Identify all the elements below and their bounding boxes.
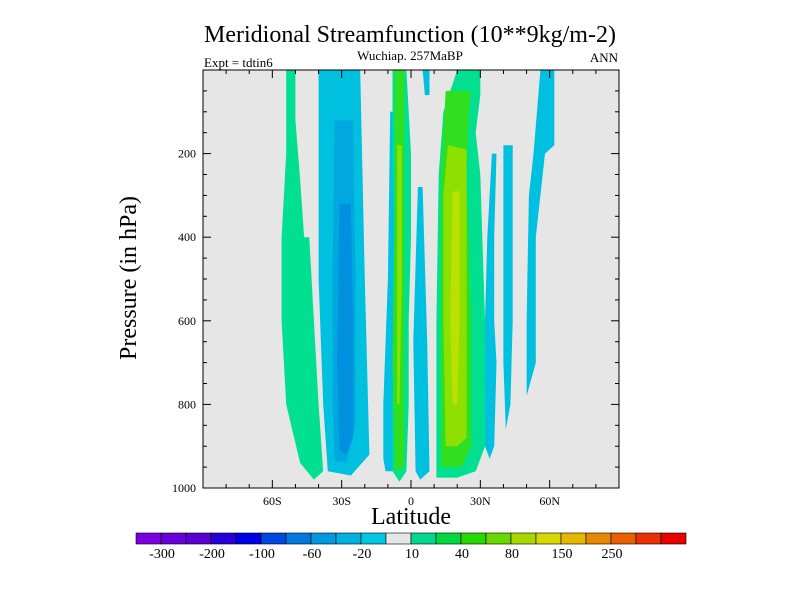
contour-cell-5 <box>337 203 354 455</box>
colorbar-label: 80 <box>505 547 519 562</box>
y-tick-label: 600 <box>178 314 196 328</box>
contour-cell-13 <box>450 191 460 405</box>
x-axis-ticks: 60S 30S 0 30N 60N <box>202 70 620 508</box>
colorbar-swatch <box>335 532 362 545</box>
colorbar-swatch <box>560 532 587 545</box>
colorbar-swatch <box>310 532 337 545</box>
colorbar-labels: -300 -200 -100 -60 -20 10 40 80 150 250 <box>149 547 622 562</box>
x-tick-label: 60N <box>539 494 560 508</box>
y-axis-ticks: 200 400 600 800 1000 <box>172 90 619 495</box>
colorbar-swatch <box>410 532 437 545</box>
plot-background <box>203 70 619 488</box>
colorbar-label: -60 <box>303 547 322 562</box>
colorbar-label: 250 <box>602 547 623 562</box>
colorbar-label: 40 <box>455 547 469 562</box>
contour-fills <box>281 70 555 482</box>
colorbar-swatch <box>535 532 562 545</box>
colorbar <box>135 532 687 545</box>
colorbar-label: 10 <box>405 547 419 562</box>
chart-subtitle: Wuchiap. 257MaBP <box>357 48 463 63</box>
contour-cell-6 <box>422 70 430 96</box>
season-label: ANN <box>590 50 619 65</box>
colorbar-swatch <box>585 532 612 545</box>
colorbar-swatch <box>135 532 162 545</box>
colorbar-label: -200 <box>199 547 225 562</box>
contour-cell-17 <box>526 70 555 396</box>
experiment-label: Expt = tdtin6 <box>204 55 273 70</box>
colorbar-swatch <box>610 532 637 545</box>
colorbar-swatch <box>635 532 662 545</box>
colorbar-label: 150 <box>552 547 573 562</box>
contour-cell-3 <box>383 111 395 472</box>
colorbar-swatch <box>485 532 512 545</box>
contour-cell-1 <box>295 237 314 438</box>
colorbar-swatch <box>510 532 537 545</box>
colorbar-label: -100 <box>249 547 275 562</box>
colorbar-swatch <box>660 532 687 545</box>
chart-title: Meridional Streamfunction (10**9kg/m-2) <box>204 22 616 48</box>
colorbar-swatch <box>210 532 237 545</box>
plot-area: 60S 30S 0 30N 60N 200 400 600 800 1000 <box>172 69 620 508</box>
colorbar-swatch <box>185 532 212 545</box>
contour-cell-7 <box>413 187 430 480</box>
x-tick-label: 0 <box>408 494 414 508</box>
y-axis-label: Pressure (in hPa) <box>116 196 142 360</box>
colorbar-swatch <box>360 532 387 545</box>
colorbar-swatch <box>285 532 312 545</box>
colorbar-swatch <box>260 532 287 545</box>
x-tick-label: 30S <box>332 494 351 508</box>
colorbar-swatch <box>385 532 412 545</box>
contour-cell-16 <box>503 145 513 430</box>
colorbar-label: -20 <box>353 547 372 562</box>
x-axis-label: Latitude <box>371 504 451 530</box>
y-tick-label: 800 <box>178 397 196 411</box>
x-tick-label: 60S <box>263 494 282 508</box>
colorbar-swatch <box>160 532 187 545</box>
colorbar-swatch <box>460 532 487 545</box>
y-tick-label: 200 <box>178 147 196 161</box>
colorbar-swatch <box>435 532 462 545</box>
contour-cell-15 <box>485 153 497 459</box>
y-tick-label: 1000 <box>172 481 196 495</box>
x-tick-label: 30N <box>470 494 491 508</box>
colorbar-swatch <box>235 532 262 545</box>
contour-cell-14 <box>397 145 402 405</box>
colorbar-label: -300 <box>149 547 175 562</box>
y-tick-label: 400 <box>178 230 196 244</box>
